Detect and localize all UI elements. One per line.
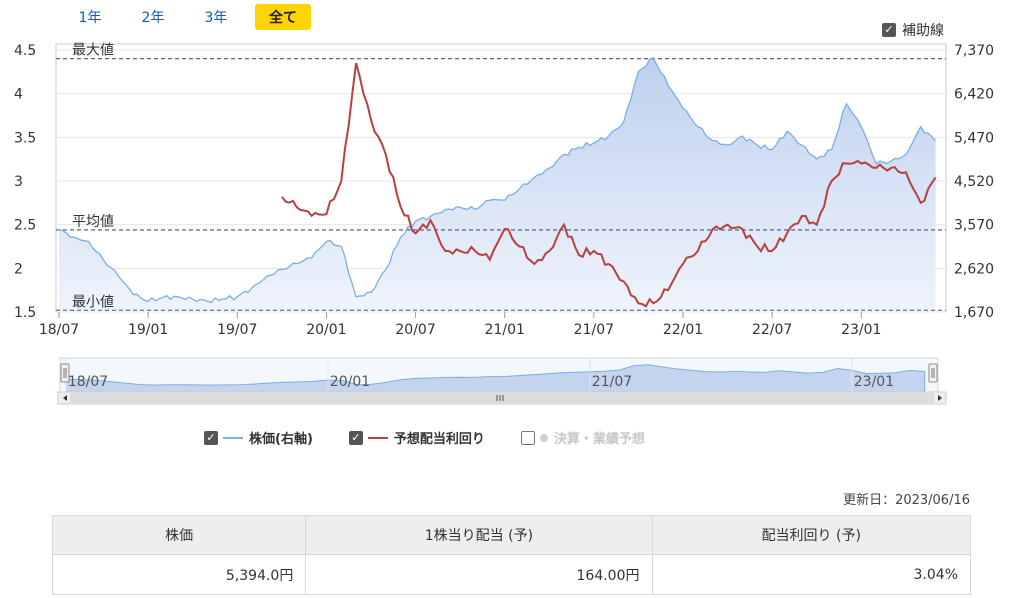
legend-item-earnings[interactable]: ✓ 決算・業績予想 [520,428,645,447]
right-tick-label: 3,570 [954,218,994,234]
checkbox-checked-icon[interactable]: ✓ [348,430,363,445]
legend-item-yield[interactable]: ✓ 予想配当利回り [348,428,485,447]
header-yield: 配当利回り (予) [651,515,971,555]
left-tick-label: 1.5 [14,305,36,321]
header-price: 株価 [51,515,307,555]
legend-item-price[interactable]: ✓ 株価(右軸) [204,428,313,447]
updated-date: 更新日：2023/06/16 [843,493,970,508]
price-area [59,57,936,312]
left-tick-label: 2 [14,261,23,277]
navigator-label: 20/01 [330,374,370,390]
legend-label: 株価(右軸) [249,432,313,447]
tab-2-year[interactable]: 2年 [141,10,165,26]
summary-table: 株価 1株当り配当 (予) 配当利回り (予) 5,394.0円 164.00円… [51,515,971,595]
legend-label: 予想配当利回り [393,432,485,447]
checkbox-unchecked-icon[interactable]: ✓ [520,430,535,445]
value-price: 5,394.0円 [51,554,307,595]
left-tick-label: 2.5 [14,218,36,234]
tab-3-year[interactable]: 3年 [204,10,228,26]
right-tick-label: 7,370 [954,43,994,59]
left-tick-label: 4.5 [14,43,36,59]
series-line-yield [281,62,937,308]
summary-value-row: 5,394.0円 164.00円 3.04% [51,554,971,595]
legend-line-icon [367,436,388,439]
period-tabs: 1年 2年 3年 全て [60,4,314,32]
x-tick-label: 21/07 [574,322,614,338]
tab-all[interactable]: 全て [255,4,311,30]
right-tick-label: 5,470 [954,130,994,146]
right-tick-label: 4,520 [954,174,994,190]
reference-label: 平均値 [72,214,114,230]
x-tick-label: 20/01 [306,322,346,338]
header-dividend: 1株当り配当 (予) [305,515,653,555]
series-line-price [58,56,937,304]
x-tick-label: 23/01 [841,322,881,338]
left-tick-label: 3 [14,174,23,190]
x-tick-label: 18/07 [39,322,79,338]
navigator-handle-left[interactable] [60,363,70,383]
left-tick-label: 4 [14,87,23,103]
legend-dot-icon [539,433,548,442]
right-tick-label: 1,670 [954,305,994,321]
right-axis: 1,670 2,620 3,570 4,520 5,470 6,420 7,370 [954,43,994,321]
checkbox-checked-icon[interactable]: ✓ [204,430,218,445]
legend-label: 決算・業績予想 [553,432,645,447]
range-navigator: 18/07 20/01 21/07 23/01 [57,357,947,405]
navigator-label: 21/07 [592,374,632,390]
summary-header-row: 株価 1株当り配当 (予) 配当利回り (予) [51,515,971,555]
reference-label: 最小値 [72,294,114,310]
x-tick-label: 22/01 [663,322,703,338]
tab-1-year[interactable]: 1年 [78,10,102,26]
aux-lines-toggle[interactable]: ✓ 補助線 [882,20,944,40]
left-axis: 1.5 2 2.5 3 3.5 4 4.5 [14,43,36,321]
checkbox-checked-icon[interactable]: ✓ [882,23,896,37]
series-lines [58,56,937,308]
scroll-right-icon [938,395,942,401]
x-axis: 18/07 19/01 19/07 20/01 20/07 21/01 21/07 22/01… [39,312,881,338]
value-yield: 3.04% [651,554,971,595]
x-tick-label: 19/01 [128,322,168,338]
scrollbar-thumb [70,393,934,403]
navigator-label: 23/01 [854,374,894,390]
x-tick-label: 20/07 [395,322,435,338]
navigator-label: 18/07 [68,374,108,390]
price-area-fill [59,57,936,312]
x-tick-label: 19/07 [217,322,257,338]
value-dividend: 164.00円 [305,554,653,595]
scroll-left-icon [63,395,67,401]
right-tick-label: 6,420 [954,87,994,103]
reference-label: 最大値 [72,43,114,59]
legend-line-icon [223,436,243,439]
aux-lines-label: 補助線 [902,23,944,39]
left-tick-label: 3.5 [14,130,36,146]
legend: ✓ 株価(右軸) ✓ 予想配当利回り ✓ 決算・業績予想 [204,428,681,447]
right-tick-label: 2,620 [954,261,994,277]
x-tick-label: 22/07 [752,322,792,338]
navigator-handle-right[interactable] [928,363,938,383]
x-tick-label: 21/01 [485,322,525,338]
navigator-area [65,364,926,393]
